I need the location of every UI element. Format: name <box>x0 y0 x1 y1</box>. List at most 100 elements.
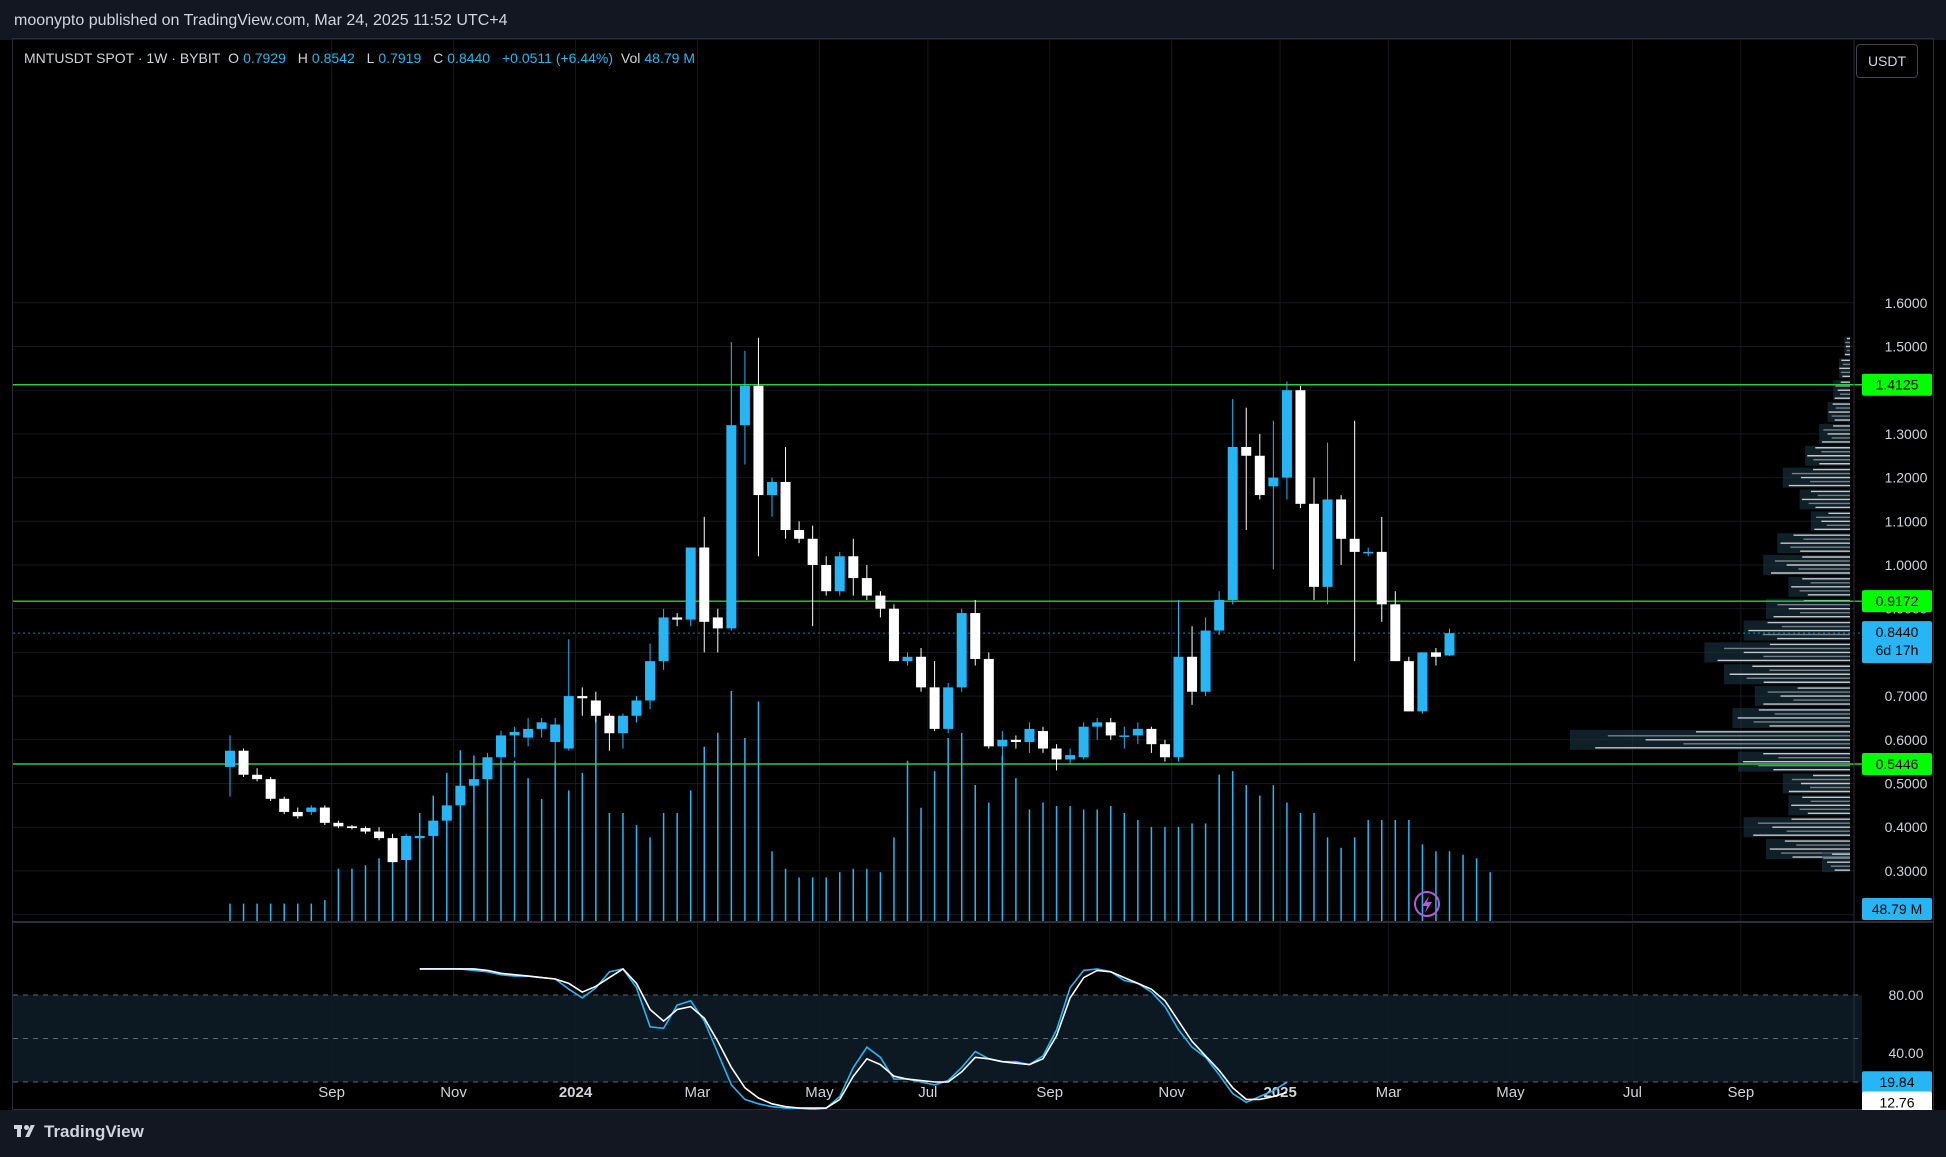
stoch-d-line <box>419 967 1288 1109</box>
last-price-countdown: 6d 17h <box>1876 642 1919 658</box>
candle-body <box>590 700 601 716</box>
candle-body <box>319 807 330 823</box>
close-value: 0.8440 <box>447 50 491 66</box>
footer-bar <box>0 1110 1946 1157</box>
stoch-d-label: 12.76 <box>1879 1094 1914 1110</box>
price-axis-label: 1.5000 <box>1885 339 1928 355</box>
time-axis-label: Sep <box>1727 1084 1754 1101</box>
price-axis-label: 1.6000 <box>1885 295 1928 311</box>
candle-body <box>970 613 981 659</box>
candle-body <box>563 696 574 749</box>
candle-body <box>794 530 805 539</box>
candle-body <box>1309 503 1319 587</box>
candle-body <box>1146 728 1157 745</box>
candle-body <box>672 617 683 620</box>
change-value: +0.0511 (+6.44%) <box>501 50 614 66</box>
candle-body <box>225 750 235 767</box>
candle-body <box>1227 447 1238 600</box>
candle-body <box>943 687 954 729</box>
symbol-label[interactable]: MNTUSDT SPOT · 1W · BYBIT <box>24 50 221 66</box>
candle-body <box>699 547 710 622</box>
candle-body <box>374 831 385 839</box>
level-label: 0.9172 <box>1876 593 1919 609</box>
candle-body <box>997 739 1008 747</box>
candle-body <box>333 822 344 827</box>
price-axis-label: 0.4000 <box>1885 819 1928 835</box>
volume-value: 48.79 M <box>644 50 695 66</box>
level-label: 0.5446 <box>1876 756 1919 772</box>
level-label-bg <box>1862 590 1932 613</box>
time-axis-label: May <box>805 1084 834 1101</box>
candle-body <box>455 785 466 806</box>
level-label: 1.4125 <box>1876 377 1919 393</box>
candle-body <box>658 617 669 662</box>
candle-body <box>983 658 994 747</box>
lightning-icon-ring <box>1414 891 1440 917</box>
candle-body <box>1363 551 1374 554</box>
candle-body <box>956 613 967 688</box>
volume-label-bg <box>1862 898 1932 920</box>
open-value: 0.7929 <box>243 50 286 66</box>
candle-body <box>509 731 520 736</box>
candle-body <box>279 798 290 812</box>
candle-body <box>1295 390 1306 504</box>
time-axis-label: Mar <box>685 1084 711 1101</box>
stoch-axis-label: 40.00 <box>1888 1045 1923 1061</box>
candle-body <box>916 656 927 688</box>
candle-body <box>1268 477 1279 487</box>
level-label-bg <box>1862 753 1932 776</box>
currency-button[interactable]: USDT <box>1856 44 1918 78</box>
time-axis-label: 2024 <box>559 1084 593 1101</box>
candle-body <box>1024 728 1035 742</box>
candle-body <box>1078 726 1089 758</box>
ohlc-legend: MNTUSDT SPOT · 1W · BYBIT O 0.7929 H 0.854… <box>24 50 703 66</box>
candle-body <box>428 820 439 836</box>
publish-text: moonypto published on TradingView.com, M… <box>14 12 508 29</box>
open-label: O <box>228 50 240 66</box>
candle-body <box>1281 390 1292 478</box>
candle-body <box>1322 499 1333 587</box>
candle-body <box>902 656 913 662</box>
candle-body <box>1092 722 1103 727</box>
price-axis-label: 0.6000 <box>1885 732 1928 748</box>
chart-frame[interactable] <box>12 38 1934 1110</box>
candle-body <box>834 556 845 592</box>
candle-body <box>238 750 249 775</box>
candle-body <box>550 724 561 742</box>
level-label-bg <box>1862 373 1932 396</box>
tradingview-logo[interactable]: TradingView <box>14 1122 144 1142</box>
lightning-icon <box>1414 891 1440 917</box>
price-axis-label: 0.3000 <box>1885 863 1928 879</box>
stoch-k-label: 19.84 <box>1879 1074 1914 1090</box>
time-axis-label: Sep <box>1036 1084 1063 1101</box>
candle-body <box>360 828 371 832</box>
candle-body <box>414 835 425 839</box>
price-axis-label: 1.1000 <box>1885 513 1928 529</box>
candle-body <box>1376 551 1387 605</box>
candle-body <box>523 728 534 738</box>
candle-body <box>1403 661 1414 712</box>
stoch-k-label-bg <box>1862 1071 1932 1094</box>
time-axis-label: Jul <box>918 1084 937 1101</box>
candle-body <box>861 578 872 596</box>
candle-body <box>1200 630 1211 692</box>
candle-body <box>1159 744 1170 758</box>
candle-body <box>1214 599 1225 631</box>
candle-body <box>712 617 723 629</box>
candle-body <box>848 556 859 579</box>
stoch-k-line <box>419 968 1288 1111</box>
candle-body <box>739 385 750 426</box>
high-value: 0.8542 <box>311 50 355 66</box>
candle-body <box>252 774 263 780</box>
candle-body <box>346 826 357 829</box>
candle-body <box>292 811 303 817</box>
candle-body <box>1349 538 1360 552</box>
candle-body <box>1132 728 1143 736</box>
tradingview-icon <box>14 1125 38 1139</box>
price-axis-label: 1.3000 <box>1885 426 1928 442</box>
candle-body <box>1173 656 1184 758</box>
candle-body <box>1254 455 1265 496</box>
candle-body <box>1038 731 1048 749</box>
candle-body <box>1336 499 1347 539</box>
